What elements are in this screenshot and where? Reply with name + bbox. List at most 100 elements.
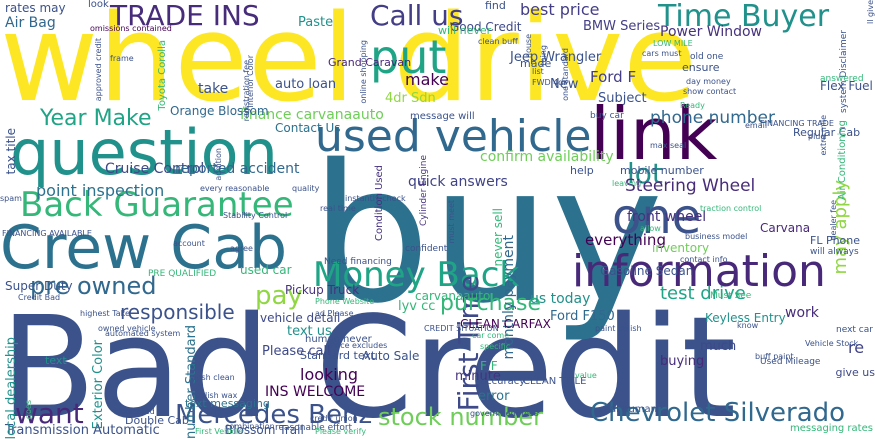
word: value bbox=[575, 371, 597, 380]
word: Crew Cab bbox=[0, 213, 288, 283]
word: best price bbox=[520, 0, 600, 19]
word: LOW MILE bbox=[653, 39, 693, 48]
word: re bbox=[848, 338, 865, 357]
word: buying bbox=[660, 354, 705, 369]
word: approved credit bbox=[94, 38, 103, 102]
word: F F bbox=[480, 359, 498, 373]
word: never sell bbox=[491, 208, 505, 267]
word: answered bbox=[820, 74, 864, 84]
word: carvanaauto bbox=[415, 289, 491, 303]
word: clean buff bbox=[478, 37, 518, 46]
word: online shopping bbox=[359, 40, 368, 104]
word: Used Mileage bbox=[760, 357, 821, 367]
word: email bbox=[745, 121, 768, 130]
word: Back Guarantee bbox=[20, 185, 294, 225]
word: omissions contained bbox=[90, 24, 172, 33]
word: INS WELCOME bbox=[265, 384, 366, 400]
word: contact info bbox=[680, 255, 728, 264]
word: much bbox=[700, 339, 737, 354]
word: Gasoline Sedan bbox=[600, 264, 694, 278]
word: lot bbox=[627, 157, 663, 190]
word: text bbox=[45, 354, 67, 367]
word: Phone Website bbox=[315, 297, 375, 306]
word: pre owned bbox=[30, 272, 157, 300]
word: house bbox=[524, 34, 533, 59]
word: auto loan bbox=[275, 77, 337, 92]
word: spam bbox=[0, 194, 22, 203]
word: frame bbox=[110, 54, 134, 63]
word: real human bbox=[600, 404, 658, 415]
word: car come bbox=[472, 331, 510, 340]
word: want bbox=[15, 397, 84, 430]
word: responsible bbox=[120, 300, 235, 324]
word: rates may bbox=[5, 1, 66, 15]
word: 4dr Sdn bbox=[385, 91, 436, 106]
word: Bad Credit bbox=[0, 287, 737, 439]
word: CREDIT SITUATION bbox=[424, 324, 499, 333]
word: CLEAN TITLE bbox=[523, 376, 587, 387]
word: FWD 4dr bbox=[532, 78, 567, 87]
word: put bbox=[370, 30, 447, 84]
word: used vehicle bbox=[315, 111, 592, 162]
word: business model bbox=[685, 232, 748, 241]
word: Super Duty bbox=[5, 279, 73, 293]
word: Money Back bbox=[313, 255, 520, 295]
word: Standard text bbox=[300, 349, 376, 362]
word: Auto Sale bbox=[362, 349, 420, 363]
word: BMW Series bbox=[583, 19, 661, 34]
word: will never bbox=[438, 24, 492, 37]
word: Call us bbox=[370, 0, 464, 32]
word: vehicle detail bbox=[260, 311, 341, 325]
word: link bbox=[590, 92, 718, 176]
word: Pickup Truck bbox=[285, 283, 360, 297]
word: Carvana bbox=[760, 221, 811, 235]
word: paint polish bbox=[595, 324, 642, 333]
word: owned vehicle bbox=[98, 324, 156, 333]
word: list bbox=[532, 67, 544, 76]
word: Credit Bad bbox=[18, 293, 61, 302]
word: Mercedes Benz bbox=[175, 400, 373, 430]
word: Toyota Corolla bbox=[157, 40, 168, 111]
word: tax title bbox=[4, 128, 18, 175]
word: buy car bbox=[590, 111, 624, 121]
word: agree bbox=[230, 244, 253, 253]
word: Power Window bbox=[660, 24, 762, 40]
word: next car bbox=[836, 325, 873, 335]
word: CLEAN CARFAX bbox=[460, 317, 551, 331]
word: plug bbox=[808, 132, 826, 141]
word: test drive bbox=[660, 283, 746, 304]
word: lyv cc bbox=[398, 299, 436, 314]
word: Ford F150 bbox=[550, 309, 615, 324]
word: Time Buyer bbox=[658, 0, 830, 34]
word: buy bbox=[310, 124, 664, 345]
word: allow bbox=[640, 224, 661, 233]
word: specific bbox=[480, 342, 511, 351]
word: max seal bbox=[650, 141, 687, 150]
word: Vehicle Stock bbox=[805, 339, 859, 348]
word: account bbox=[173, 239, 205, 248]
word: credit union bbox=[310, 414, 358, 423]
word: look bbox=[88, 0, 109, 10]
word: know bbox=[737, 321, 759, 330]
word: minute bbox=[455, 369, 501, 384]
word: New bbox=[550, 77, 579, 92]
word: Interior Color bbox=[246, 55, 255, 108]
word: Please call bbox=[262, 344, 331, 359]
word: Flex Fuel bbox=[820, 79, 873, 93]
word: give us bbox=[835, 366, 875, 379]
word: thing bbox=[539, 45, 548, 66]
word: Cylinder Engine bbox=[419, 155, 429, 226]
word: will always bbox=[810, 247, 859, 257]
word: every reasonable bbox=[200, 184, 270, 193]
word: accuracy bbox=[480, 376, 526, 387]
word: made bbox=[520, 57, 552, 70]
word: automated system bbox=[105, 329, 181, 338]
word: local dealership bbox=[4, 336, 19, 439]
word: quality bbox=[292, 184, 320, 193]
word: day money bbox=[686, 77, 731, 86]
word: confirm availability bbox=[480, 149, 614, 165]
word: Regular Cab bbox=[793, 126, 861, 139]
word: everything bbox=[585, 231, 666, 249]
word: government fees bbox=[470, 409, 539, 418]
